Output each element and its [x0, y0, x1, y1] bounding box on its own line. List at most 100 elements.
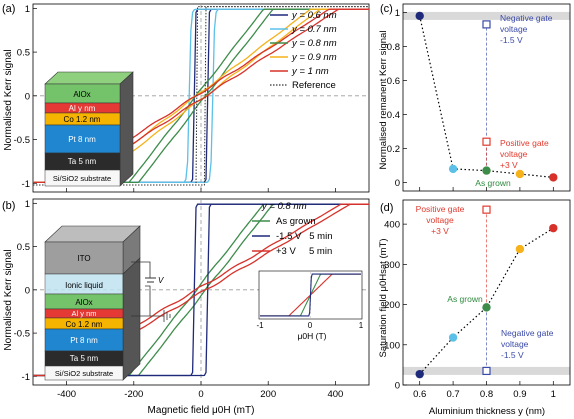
y-tick-label: 0: [395, 381, 400, 392]
gated-data-point: [482, 366, 491, 376]
panel-c-ylabel: Normalised remanent Kerr signal: [378, 31, 389, 170]
annot-negative-line: Negative gate: [500, 13, 553, 23]
stack-layer-label: AlOx: [75, 298, 92, 307]
annot-asgrown: As grown: [475, 178, 511, 188]
legend-entry: y = 1 nm: [291, 66, 329, 77]
annot-positive-line: voltage: [500, 149, 528, 159]
legend-entry: y = 0.8 nm: [291, 38, 337, 49]
y-tick-label: 1: [395, 8, 400, 19]
stack-layer-label: Si/SiO2 substrate: [55, 369, 113, 378]
panel-b-ylabel: Normalised Kerr signal: [3, 249, 14, 350]
panel-b-inset: -1 0 1 μ0H (T): [256, 270, 364, 341]
stack-side-face: [119, 71, 134, 187]
data-point: [482, 166, 491, 175]
y-tick-label: 0: [395, 178, 400, 189]
y-tick-label: -1: [22, 179, 30, 190]
legend-entry: y = 0.6 nm: [291, 10, 337, 21]
x-tick-label: 200: [260, 389, 276, 400]
x-tick-label: -400: [57, 389, 76, 400]
y-tick-label: 0: [25, 285, 30, 296]
y-tick-label: -0.5: [14, 135, 30, 146]
y-tick-label: 0.5: [17, 48, 30, 59]
y-tick-label: 300: [384, 260, 400, 271]
x-tick-label: -200: [124, 389, 143, 400]
annot-positive-line: +3 V: [500, 160, 518, 170]
stack-side-face: [122, 257, 141, 381]
legend-entry: Reference: [292, 80, 336, 91]
y-tick-label: 0.4: [387, 110, 400, 121]
data-point: [549, 173, 558, 182]
stack-layer-label: Pt 8 nm: [68, 135, 96, 144]
panel-d-ylabel: Saturation field μ0Hsat (mT): [378, 239, 389, 358]
trend-line: [419, 15, 554, 178]
panel-d-xlabel: Aluminium thickness y (nm): [429, 406, 545, 417]
ground-icon: [150, 310, 171, 322]
data-point: [549, 223, 558, 233]
y-tick-label: 400: [384, 220, 400, 231]
stack-layer-label: Al y nm: [71, 309, 96, 318]
annot-negative-line: -1.5 V: [501, 350, 524, 360]
annot-positive-line: Positive gate: [416, 204, 465, 214]
stack-layer-label: Al y nm: [69, 104, 96, 113]
panel-b-stack-diagram: ITO Ionic liquid AlOx Al y nm Co 1.2 nm …: [44, 225, 171, 381]
data-point: [515, 169, 525, 179]
annot-positive-line: +3 V: [431, 226, 449, 236]
stack-layer-label: Pt 8 nm: [70, 336, 98, 345]
annot-positive-line: Positive gate: [500, 138, 549, 148]
data-point: [448, 164, 458, 174]
stack-layer: [44, 241, 124, 275]
stack-layer-label: Ta 5 nm: [70, 354, 99, 363]
panel-d: (d) Saturation field μ0Hsat (mT) Alumini…: [378, 199, 571, 417]
panel-b-xlabel: Magnetic field μ0H (mT): [148, 405, 255, 416]
inset-xtick: -1: [256, 321, 264, 330]
x-tick-label: 0.7: [446, 389, 459, 400]
panel-d-plot-frame: [402, 199, 571, 386]
panel-a-label: (a): [2, 3, 15, 15]
panel-d-label: (d): [380, 202, 393, 214]
data-point: [482, 303, 491, 312]
panel-b-label: (b): [2, 200, 15, 212]
y-tick-label: 1: [25, 199, 30, 210]
y-tick-label: 0.6: [387, 76, 400, 87]
data-point: [415, 369, 424, 379]
legend-entry: As grown: [276, 216, 316, 227]
panel-c-plot-frame: [402, 3, 571, 192]
y-tick-label: 0.5: [17, 242, 30, 253]
panel-c: (c) Normalised remanent Kerr signal 0 0.2…: [378, 3, 571, 192]
stack-layer-label: Co 1.2 nm: [66, 320, 103, 329]
gated-data-point: [482, 20, 491, 29]
stack-layer-label: Si/SiO2 substrate: [53, 174, 111, 183]
legend-entry: y = 0.9 nm: [291, 52, 337, 63]
panel-b-legend: y = 0.8 nm As grown -1.5 V 5 min +3 V 5 …: [252, 201, 333, 257]
y-tick-label: -0.5: [14, 329, 30, 340]
y-tick-label: 0: [25, 91, 30, 102]
panel-a: (a) Normalised Kerr signal -1 -0.5 0 0.5 1 y…: [2, 3, 370, 193]
gated-data-point: [482, 205, 491, 214]
y-tick-label: 200: [384, 300, 400, 311]
panel-a-axes: -1 -0.5 0 0.5 1: [14, 4, 369, 192]
x-tick-label: 0: [198, 389, 203, 400]
panel-c-marks: [415, 11, 558, 182]
stack-top-face: [44, 71, 134, 85]
panel-c-annotations: Negative gate voltage -1.5 V Positive ga…: [475, 13, 552, 188]
voltage-wire: [131, 261, 151, 317]
stack-layer-label: ITO: [77, 254, 90, 263]
annot-negative-line: voltage: [500, 24, 528, 34]
panel-a-legend: y = 0.6 nm y = 0.7 nm y = 0.8 nm y = 0.9…: [270, 10, 337, 91]
inset-xlabel: μ0H (T): [298, 331, 327, 341]
stack-layer-label: Ta 5 nm: [68, 157, 97, 166]
panel-c-axes: 0 0.2 0.4 0.6 0.8 1: [387, 8, 570, 191]
panel-d-axes: 0 100 200 300 400 0.6 0.7 0.8 0.9 1: [384, 220, 570, 400]
gated-data-point: [482, 137, 491, 146]
inset-xtick: 0: [308, 321, 313, 330]
legend-entry: -1.5 V 5 min: [276, 231, 333, 242]
inset-curves: [260, 272, 361, 318]
panel-c-label: (c): [380, 3, 393, 15]
x-tick-label: 0.6: [413, 389, 426, 400]
voltage-label: V: [158, 276, 164, 285]
stack-layer-label: Ionic liquid: [65, 281, 103, 290]
data-point: [448, 333, 458, 342]
x-tick-label: 0.9: [513, 389, 526, 400]
panel-a-stack-diagram: AlOx Al y nm Co 1.2 nm Pt 8 nm Ta 5 nm S…: [44, 71, 134, 187]
